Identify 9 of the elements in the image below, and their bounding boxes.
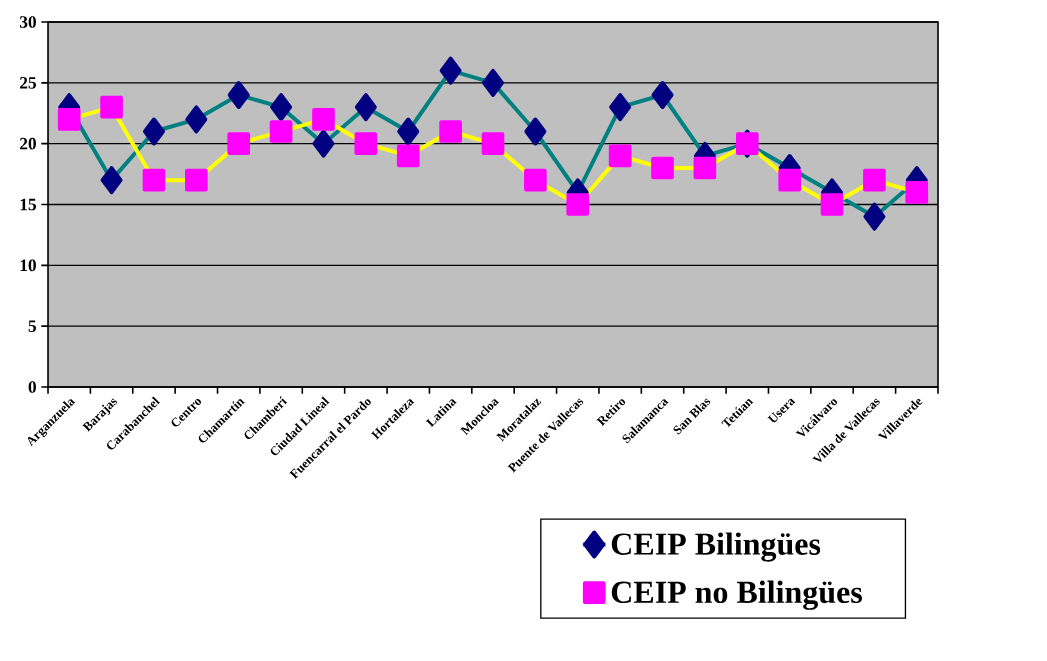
- y-tick-label: 30: [19, 16, 36, 28]
- y-tick-label: 15: [20, 198, 36, 211]
- y-tick-label: 5: [28, 320, 36, 332]
- y-tick-label: 25: [20, 77, 36, 89]
- legend-label: CEIP Bilingües: [611, 532, 821, 562]
- y-tick-label: 20: [20, 137, 36, 150]
- legend-label: CEIP no Bilingües: [611, 580, 862, 610]
- y-tick-label: 10: [20, 259, 36, 272]
- y-tick-label: 0: [28, 381, 36, 393]
